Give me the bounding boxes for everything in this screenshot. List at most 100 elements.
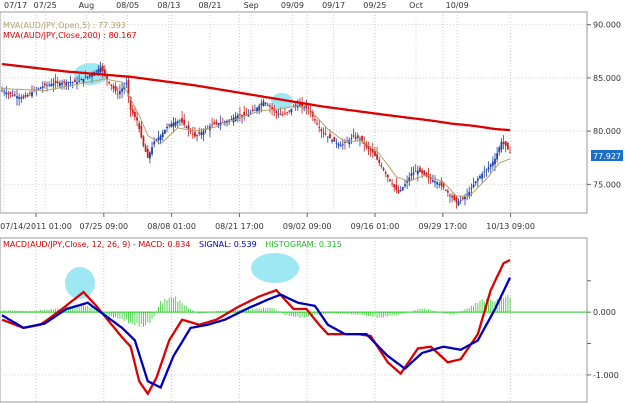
candle-body xyxy=(348,140,351,145)
candle-body xyxy=(320,129,323,132)
candle-body xyxy=(401,187,404,191)
candle-body xyxy=(88,74,91,77)
candle-body xyxy=(266,104,269,106)
candle-body xyxy=(110,84,113,86)
top-date-label: 10/09 xyxy=(446,1,469,10)
candle-body xyxy=(43,83,46,86)
top-date-label: 07/25 xyxy=(34,1,57,10)
macd-y-label: -1.000 xyxy=(593,371,619,380)
candle-body xyxy=(275,111,278,114)
candle-body xyxy=(211,124,213,126)
macd-legend-title: MACD(AUD/JPY,Close, 12, 26, 9) xyxy=(3,240,130,249)
top-date-label: 08/13 xyxy=(157,1,180,10)
candle-body xyxy=(78,81,81,82)
candle-body xyxy=(226,121,228,123)
candle-body xyxy=(361,135,364,142)
candle-body xyxy=(204,129,207,131)
candle-body xyxy=(187,125,190,130)
candle-body xyxy=(80,78,83,81)
price-y-label: 75.000 xyxy=(593,180,621,189)
top-date-label: 07/17 xyxy=(4,1,27,10)
candle-body xyxy=(239,114,241,116)
candle-body xyxy=(314,119,316,121)
candle-body xyxy=(449,195,451,196)
mva5-line xyxy=(1,78,511,197)
candle-body xyxy=(476,178,479,181)
last-price-marker: 77.927 xyxy=(591,150,623,161)
candle-body xyxy=(434,181,436,183)
candle-body xyxy=(316,123,318,125)
candle-body xyxy=(509,152,511,154)
bottom-date-label: 08/08 01:00 xyxy=(147,222,196,231)
candle-body xyxy=(376,154,379,160)
macd-legend-signal: SIGNAL: 0.539 xyxy=(199,240,257,249)
candle-body xyxy=(148,152,151,159)
candles xyxy=(1,61,511,209)
candle-body xyxy=(52,83,55,86)
candle-body xyxy=(67,82,70,83)
candle-body xyxy=(13,94,16,96)
candle-body xyxy=(230,119,233,120)
candle-body xyxy=(335,142,338,144)
candle-body xyxy=(224,121,226,123)
candle-body xyxy=(97,68,100,73)
candle-body xyxy=(303,107,306,109)
candle-body xyxy=(404,184,406,187)
candle-body xyxy=(288,110,291,112)
candle-body xyxy=(48,84,51,86)
candle-body xyxy=(461,197,464,200)
top-date-label: 09/17 xyxy=(322,1,345,10)
candle-body xyxy=(496,153,499,160)
candle-body xyxy=(378,159,381,164)
price-grid xyxy=(0,12,587,213)
candle-body xyxy=(305,104,308,109)
top-date-axis: 07/17 07/25 Aug 08/05 08/13 08/21 Sep 09/09 09/1… xyxy=(4,1,469,10)
candle-body xyxy=(86,76,89,78)
candle-body xyxy=(459,200,462,202)
candle-body xyxy=(189,130,192,132)
candle-body xyxy=(136,117,138,121)
candle-body xyxy=(254,109,256,111)
candle-body xyxy=(429,177,432,180)
candle-body xyxy=(7,92,10,94)
macd-legend-histogram: HISTOGRAM: 0.315 xyxy=(265,240,342,249)
candle-body xyxy=(22,96,25,99)
candle-body xyxy=(164,129,166,134)
candle-body xyxy=(69,82,72,83)
candle-body xyxy=(217,123,220,126)
candle-body xyxy=(423,170,426,175)
candle-body xyxy=(269,105,271,107)
candle-body xyxy=(82,78,85,83)
top-date-label: Aug xyxy=(79,1,95,10)
candle-body xyxy=(451,195,454,198)
candle-body xyxy=(442,184,445,188)
candle-body xyxy=(65,82,68,86)
candle-body xyxy=(296,105,299,108)
candle-body xyxy=(389,179,391,181)
candle-body xyxy=(399,190,402,191)
candle-body xyxy=(391,183,394,185)
candle-body xyxy=(26,95,29,97)
candle-body xyxy=(18,96,21,99)
candle-body xyxy=(249,112,252,114)
macd-highlight-1 xyxy=(65,267,95,299)
candle-body xyxy=(202,131,205,135)
top-date-label: Sep xyxy=(244,1,259,10)
legend-mva200: MVA(AUD/JPY,Close,200) : 80.167 xyxy=(3,31,137,40)
bottom-date-label: 09/16 01:00 xyxy=(351,222,400,231)
candle-body xyxy=(440,181,443,186)
candle-body xyxy=(103,69,106,76)
top-date-label: 08/21 xyxy=(198,1,221,10)
candle-body xyxy=(181,118,183,123)
candle-body xyxy=(54,80,57,84)
candle-body xyxy=(179,120,181,122)
candle-body xyxy=(489,164,492,167)
candle-body xyxy=(116,93,119,95)
price-highlight-2 xyxy=(271,93,293,109)
candle-body xyxy=(406,180,409,183)
candle-body xyxy=(504,141,507,147)
candle-body xyxy=(481,173,484,179)
bottom-date-label: 09/29 17:00 xyxy=(418,222,467,231)
candle-body xyxy=(221,121,224,123)
bottom-date-label: 07/25 09:00 xyxy=(79,222,128,231)
